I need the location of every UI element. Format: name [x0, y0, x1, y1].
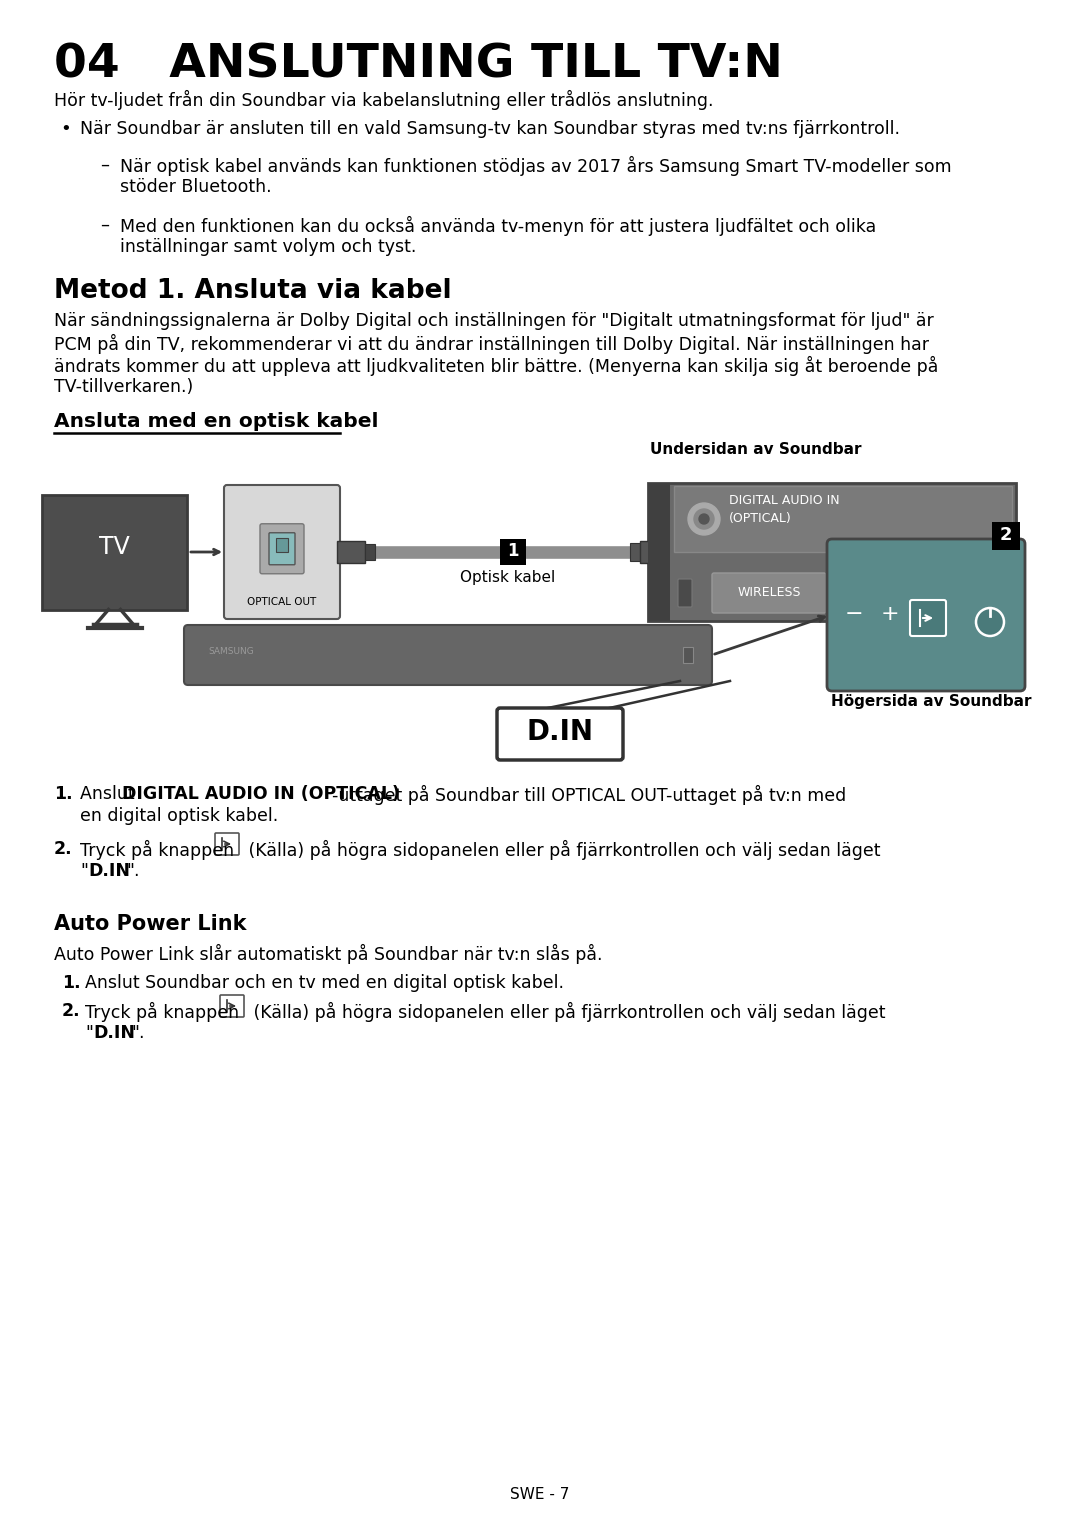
FancyBboxPatch shape	[497, 708, 623, 760]
Text: Anslut: Anslut	[80, 784, 140, 803]
Text: SWE - 7: SWE - 7	[511, 1488, 569, 1501]
Text: TV: TV	[99, 535, 130, 559]
Text: När optisk kabel används kan funktionen stödjas av 2017 års Samsung Smart TV-mod: När optisk kabel används kan funktionen …	[120, 156, 951, 176]
Text: ändrats kommer du att uppleva att ljudkvaliteten blir bättre. (Menyerna kan skil: ändrats kommer du att uppleva att ljudkv…	[54, 355, 939, 375]
Bar	[499, 539, 526, 565]
Text: (OPTICAL): (OPTICAL)	[729, 512, 792, 525]
Bar	[365, 544, 375, 561]
Text: Högersida av Soundbar: Högersida av Soundbar	[831, 694, 1031, 709]
Text: Metod 1. Ansluta via kabel: Metod 1. Ansluta via kabel	[54, 277, 451, 303]
Text: 04   ANSLUTNING TILL TV:N: 04 ANSLUTNING TILL TV:N	[54, 41, 783, 87]
Text: 2.: 2.	[62, 1002, 81, 1020]
Bar	[674, 486, 1012, 552]
Circle shape	[699, 515, 708, 524]
Text: Auto Power Link slår automatiskt på Soundbar när tv:n slås på.: Auto Power Link slår automatiskt på Soun…	[54, 944, 603, 964]
Text: 2: 2	[1000, 525, 1012, 544]
Text: PCM på din TV, rekommenderar vi att du ändrar inställningen till Dolby Digital. : PCM på din TV, rekommenderar vi att du ä…	[54, 334, 929, 354]
Text: SAMSUNG: SAMSUNG	[208, 647, 254, 656]
Text: ": "	[126, 863, 134, 879]
FancyBboxPatch shape	[269, 533, 295, 565]
FancyBboxPatch shape	[260, 524, 303, 574]
Text: DIGITAL AUDIO IN: DIGITAL AUDIO IN	[729, 493, 839, 507]
FancyBboxPatch shape	[678, 579, 692, 607]
Bar	[648, 483, 1016, 620]
Text: .: .	[133, 863, 138, 879]
FancyBboxPatch shape	[712, 573, 826, 613]
Bar	[337, 541, 365, 562]
Text: OPTICAL OUT: OPTICAL OUT	[247, 597, 316, 607]
Text: TV-tillverkaren.): TV-tillverkaren.)	[54, 378, 193, 395]
Text: stöder Bluetooth.: stöder Bluetooth.	[120, 178, 272, 196]
Text: ": "	[85, 1023, 93, 1042]
Bar	[683, 647, 693, 663]
Text: Ansluta med en optisk kabel: Ansluta med en optisk kabel	[54, 412, 378, 430]
Text: (Källa) på högra sidopanelen eller på fjärrkontrollen och välj sedan läget: (Källa) på högra sidopanelen eller på fj…	[248, 1002, 886, 1022]
Bar	[630, 542, 640, 561]
FancyBboxPatch shape	[827, 539, 1025, 691]
Text: ": "	[80, 863, 87, 879]
Text: 1.: 1.	[62, 974, 81, 993]
Bar	[648, 483, 670, 620]
Text: .: .	[138, 1023, 144, 1042]
FancyBboxPatch shape	[224, 486, 340, 619]
FancyBboxPatch shape	[220, 994, 244, 1017]
Bar	[276, 538, 288, 552]
Text: -uttaget på Soundbar till OPTICAL OUT-uttaget på tv:n med: -uttaget på Soundbar till OPTICAL OUT-ut…	[332, 784, 847, 806]
Text: D.IN: D.IN	[87, 863, 130, 879]
Text: D.IN: D.IN	[93, 1023, 135, 1042]
Text: Hör tv-ljudet från din Soundbar via kabelanslutning eller trådlös anslutning.: Hör tv-ljudet från din Soundbar via kabe…	[54, 90, 714, 110]
FancyBboxPatch shape	[184, 625, 712, 685]
Text: WIRELESS: WIRELESS	[738, 585, 800, 599]
Bar	[640, 541, 666, 562]
Circle shape	[694, 509, 714, 529]
Text: Undersidan av Soundbar: Undersidan av Soundbar	[650, 443, 862, 457]
Text: −: −	[845, 604, 863, 624]
Text: Med den funktionen kan du också använda tv-menyn för att justera ljudfältet och : Med den funktionen kan du också använda …	[120, 216, 876, 236]
Text: Tryck på knappen: Tryck på knappen	[80, 840, 240, 859]
Text: •: •	[60, 119, 71, 138]
Text: (Källa) på högra sidopanelen eller på fjärrkontrollen och välj sedan läget: (Källa) på högra sidopanelen eller på fj…	[243, 840, 880, 859]
Circle shape	[688, 502, 720, 535]
FancyBboxPatch shape	[215, 833, 239, 855]
Text: ": "	[131, 1023, 139, 1042]
Text: –: –	[100, 216, 109, 234]
Text: Optisk kabel: Optisk kabel	[460, 570, 555, 585]
Text: +: +	[880, 604, 900, 624]
Text: 2.: 2.	[54, 840, 72, 858]
Text: 1.: 1.	[54, 784, 72, 803]
Text: D.IN: D.IN	[527, 719, 594, 746]
Text: Anslut Soundbar och en tv med en digital optisk kabel.: Anslut Soundbar och en tv med en digital…	[85, 974, 564, 993]
Bar	[993, 522, 1020, 550]
Bar	[42, 495, 187, 610]
Text: Tryck på knappen: Tryck på knappen	[85, 1002, 245, 1022]
Text: När Soundbar är ansluten till en vald Samsung-tv kan Soundbar styras med tv:ns f: När Soundbar är ansluten till en vald Sa…	[80, 119, 900, 138]
Text: en digital optisk kabel.: en digital optisk kabel.	[80, 807, 279, 826]
FancyBboxPatch shape	[910, 601, 946, 636]
Text: DIGITAL AUDIO IN (OPTICAL): DIGITAL AUDIO IN (OPTICAL)	[122, 784, 400, 803]
Text: När sändningssignalerna är Dolby Digital och inställningen för "Digitalt utmatni: När sändningssignalerna är Dolby Digital…	[54, 313, 934, 329]
Text: Auto Power Link: Auto Power Link	[54, 915, 246, 935]
Circle shape	[976, 608, 1004, 636]
Text: –: –	[100, 156, 109, 175]
Text: 1: 1	[507, 542, 518, 561]
Text: inställningar samt volym och tyst.: inställningar samt volym och tyst.	[120, 237, 417, 256]
